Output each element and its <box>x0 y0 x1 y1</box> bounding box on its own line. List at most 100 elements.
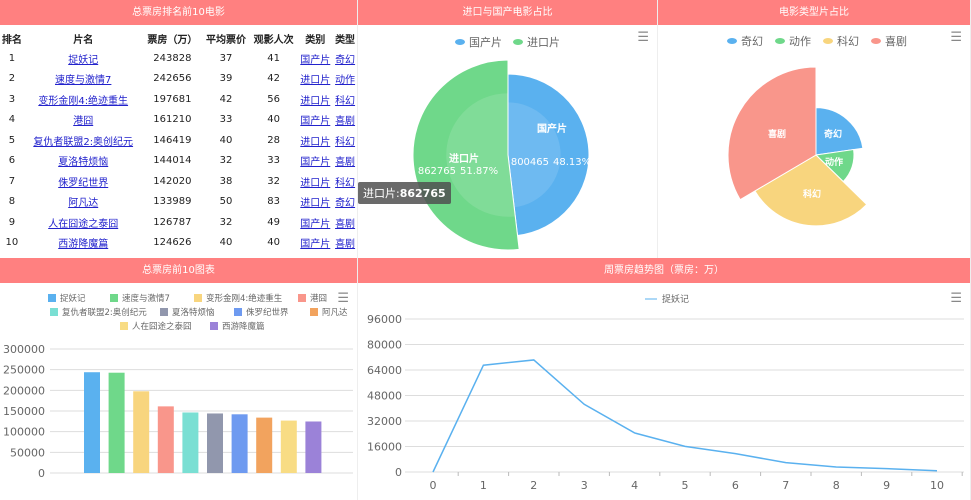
table-cell: 56 <box>267 93 280 105</box>
table-cell: 161210 <box>153 114 192 126</box>
legend-swatch[interactable] <box>310 308 318 316</box>
table-cell: 复仇者联盟2:奥创纪元 <box>24 130 143 151</box>
legend-item: 捉妖记 <box>662 293 689 305</box>
category-link[interactable]: 国产片 <box>300 218 331 230</box>
x-tick-label: 8 <box>833 479 840 492</box>
line-series[interactable] <box>432 359 938 473</box>
legend-swatch[interactable] <box>50 308 58 316</box>
table-cell: 动作 <box>333 69 357 90</box>
legend-swatch[interactable] <box>160 308 168 316</box>
movie-link[interactable]: 港囧 <box>73 116 94 128</box>
slice-value: 800465 <box>511 157 549 168</box>
legend-swatch[interactable] <box>823 38 833 44</box>
legend-swatch[interactable] <box>298 294 306 302</box>
category-link[interactable]: 进口片 <box>300 136 331 148</box>
table-cell: 进口片 <box>297 171 333 192</box>
movie-link[interactable]: 侏罗纪世界 <box>58 177 109 189</box>
table-cell: 7 <box>8 175 16 187</box>
rose-slice[interactable] <box>754 154 868 227</box>
table-cell: 242656 <box>153 73 192 85</box>
legend-item: 奇幻 <box>741 35 763 48</box>
movie-link[interactable]: 捉妖记 <box>68 54 99 66</box>
table-cell: 28 <box>267 134 280 146</box>
legend-swatch[interactable] <box>727 38 737 44</box>
bar[interactable] <box>108 372 125 473</box>
category-link[interactable]: 进口片 <box>300 75 331 87</box>
legend-swatch[interactable] <box>194 294 202 302</box>
table-cell: 5 <box>8 134 16 146</box>
bar[interactable] <box>207 413 223 473</box>
pie-slice-inner <box>446 93 516 217</box>
legend-swatch[interactable] <box>110 294 118 302</box>
category-link[interactable]: 进口片 <box>300 177 331 189</box>
movie-link[interactable]: 人在囧途之泰囧 <box>48 218 119 230</box>
legend-swatch[interactable] <box>48 294 56 302</box>
genre-link[interactable]: 科幻 <box>335 177 356 189</box>
legend-swatch[interactable] <box>513 39 523 45</box>
x-tick-label: 6 <box>732 479 739 492</box>
slice-label: 国产片 <box>537 122 567 135</box>
table-cell: 6 <box>8 155 16 167</box>
bar[interactable] <box>256 417 273 473</box>
table-cell: 阿凡达 <box>24 192 143 213</box>
genre-link[interactable]: 科幻 <box>335 95 356 107</box>
legend-swatch[interactable] <box>234 308 242 316</box>
genre-link[interactable]: 喜剧 <box>335 239 356 251</box>
category-link[interactable]: 进口片 <box>300 95 331 107</box>
table-cell: 夏洛特烦恼 <box>24 151 143 172</box>
table-cell: 喜剧 <box>333 233 357 254</box>
bar[interactable] <box>157 406 174 473</box>
rose-label: 科幻 <box>803 188 821 200</box>
rose-slice[interactable] <box>727 66 817 201</box>
bar[interactable] <box>182 412 199 473</box>
movie-link[interactable]: 速度与激情7 <box>55 75 112 87</box>
table-cell: 港囧 <box>24 110 143 131</box>
legend-item: 阿凡达 <box>322 307 348 318</box>
movie-link[interactable]: 西游降魔篇 <box>58 239 109 251</box>
legend-item: 捉妖记 <box>60 293 86 304</box>
bar[interactable] <box>280 420 297 473</box>
category-link[interactable]: 国产片 <box>300 116 331 128</box>
legend-item: 复仇者联盟2:奥创纪元 <box>62 307 147 318</box>
table-cell: 变形金刚4:绝迹重生 <box>24 89 143 110</box>
category-link[interactable]: 进口片 <box>300 198 331 210</box>
movie-link[interactable]: 阿凡达 <box>68 198 99 210</box>
table-cell: 国产片 <box>297 233 333 254</box>
x-tick-label: 4 <box>631 479 638 492</box>
bar[interactable] <box>133 391 150 473</box>
bar[interactable] <box>84 372 100 473</box>
slice-value: 862765 <box>418 166 456 177</box>
category-link[interactable]: 国产片 <box>300 157 331 169</box>
menu-icon[interactable]: ☰ <box>950 30 962 45</box>
legend-swatch[interactable] <box>455 39 465 45</box>
legend-swatch[interactable] <box>120 322 128 330</box>
genre-link[interactable]: 奇幻 <box>335 54 356 66</box>
genre-link[interactable]: 奇幻 <box>335 198 356 210</box>
legend-swatch[interactable] <box>210 322 218 330</box>
legend-swatch[interactable] <box>775 38 785 44</box>
menu-icon[interactable]: ☰ <box>337 291 349 306</box>
bar[interactable] <box>231 414 248 473</box>
category-link[interactable]: 国产片 <box>300 54 331 66</box>
pie-slice[interactable] <box>507 73 590 236</box>
menu-icon[interactable]: ☰ <box>950 291 962 306</box>
table-cell: 2 <box>8 73 16 85</box>
y-tick-label: 200000 <box>3 384 45 397</box>
genre-link[interactable]: 喜剧 <box>335 116 356 128</box>
rose-slice[interactable] <box>815 107 864 156</box>
table-cell: 41 <box>267 52 280 64</box>
genre-link[interactable]: 动作 <box>335 75 356 87</box>
movie-link[interactable]: 复仇者联盟2:奥创纪元 <box>33 136 134 148</box>
genre-link[interactable]: 喜剧 <box>335 157 356 169</box>
genre-link[interactable]: 科幻 <box>335 136 356 148</box>
genre-link[interactable]: 喜剧 <box>335 218 356 230</box>
movie-link[interactable]: 夏洛特烦恼 <box>58 157 109 169</box>
rose-label: 奇幻 <box>824 128 842 140</box>
legend-swatch[interactable] <box>871 38 881 44</box>
category-link[interactable]: 国产片 <box>300 239 331 251</box>
table-cell: 33 <box>219 114 233 126</box>
menu-icon[interactable]: ☰ <box>637 30 649 45</box>
bar[interactable] <box>305 421 322 473</box>
table-cell: 33 <box>267 155 280 167</box>
movie-link[interactable]: 变形金刚4:绝迹重生 <box>38 95 129 107</box>
